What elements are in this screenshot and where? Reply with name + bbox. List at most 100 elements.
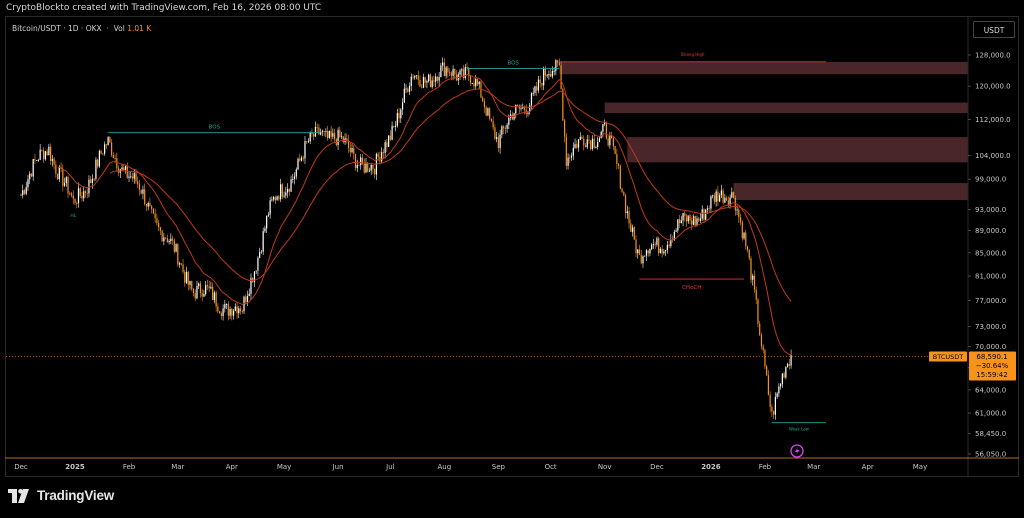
footer: [0, 478, 1024, 518]
candle-body: [306, 141, 308, 142]
candle-body: [393, 125, 395, 127]
supply-zone: [733, 183, 968, 201]
candle-body: [442, 62, 444, 66]
candle-body: [609, 135, 611, 146]
candle-body: [189, 281, 191, 285]
candle-body: [110, 142, 113, 156]
candle-body: [570, 155, 573, 158]
time-tick-label: 2025: [65, 463, 85, 471]
candle-body: [480, 81, 482, 98]
candle-body: [97, 159, 99, 167]
candle-body: [492, 121, 494, 128]
candle-body: [30, 173, 33, 177]
candle-body: [745, 232, 747, 247]
candle-body: [372, 164, 374, 169]
candle-body: [408, 85, 411, 92]
candle-body: [534, 86, 536, 93]
candle-body: [239, 308, 242, 312]
candle-body: [706, 208, 709, 211]
candle-body: [107, 137, 109, 146]
candle-body: [77, 188, 80, 204]
ema-slow-line: [109, 88, 792, 302]
candle-body: [541, 82, 543, 86]
watermark-header: CryptoBlockto created with TradingView.c…: [0, 0, 1024, 16]
candle-body: [112, 155, 114, 158]
candle-body: [732, 192, 735, 198]
candle-body: [431, 80, 433, 88]
candle-body: [403, 88, 405, 103]
candle-body: [471, 82, 473, 84]
candle-body: [630, 223, 632, 232]
candle-body: [135, 173, 137, 182]
candle-body: [771, 406, 773, 412]
candle-body: [562, 89, 564, 121]
candle-body: [612, 138, 614, 147]
candle-body: [426, 81, 428, 83]
candle-body: [767, 375, 770, 395]
candle-body: [210, 286, 212, 289]
candle-body: [520, 108, 522, 110]
time-tick-label: May: [277, 463, 291, 471]
annotation-label: BOS: [507, 60, 519, 66]
candle-body: [557, 60, 559, 63]
candle-body: [604, 122, 606, 125]
candle-body: [586, 139, 588, 148]
candle-body: [656, 238, 658, 245]
candle-body: [497, 137, 499, 149]
candle-body: [124, 166, 127, 170]
candle-body: [410, 76, 412, 86]
candle-body: [34, 158, 36, 161]
candle-body: [29, 173, 31, 180]
candle-body: [668, 244, 670, 247]
candle-body: [494, 127, 496, 139]
candle-body: [231, 308, 233, 316]
candle-body: [414, 75, 416, 78]
candle-body: [698, 218, 700, 221]
price-tick-label: 112,000.0: [975, 116, 1011, 124]
candle-body: [712, 195, 714, 197]
candle-body: [778, 386, 780, 394]
candle-body: [126, 166, 128, 178]
candle-body: [703, 209, 705, 220]
candle-body: [644, 255, 646, 257]
candle-body: [501, 126, 503, 135]
time-axis: Dec 2025 Feb Mar Apr May Jun Jul Aug Sep Oct Nov Dec…: [5, 457, 1019, 471]
candle-body: [325, 131, 327, 132]
candle-body: [666, 244, 668, 250]
candle-body: [152, 208, 155, 214]
candle-body: [44, 151, 47, 160]
candle-body: [405, 88, 407, 90]
candle-body: [264, 228, 266, 232]
currency-selector[interactable]: USDT: [973, 21, 1015, 38]
candle-body: [600, 131, 602, 139]
candle-body: [166, 238, 168, 243]
candle-body: [699, 218, 702, 221]
symbol-name: Bitcoin/USDT · 1D · OKX: [12, 24, 102, 33]
candle-body: [104, 144, 106, 154]
candle-body: [154, 213, 156, 219]
candle-body: [246, 296, 249, 302]
candle-body: [86, 192, 88, 194]
candle-body: [304, 141, 306, 159]
candle-body: [597, 142, 599, 148]
candle-body: [307, 141, 310, 143]
candle-body: [79, 188, 81, 196]
candle-body: [388, 135, 390, 147]
candle-body: [576, 144, 578, 148]
candle-body: [447, 67, 449, 73]
candle-body: [347, 140, 350, 148]
candle-body: [579, 136, 581, 140]
candle-body: [100, 150, 102, 154]
candle-body: [227, 304, 229, 316]
candle-body: [212, 286, 214, 301]
tradingview-logo[interactable]: TradingView: [8, 488, 114, 503]
price-tick-label: 85,000.0: [975, 249, 1006, 257]
candle-body: [182, 264, 184, 272]
candle-body: [353, 148, 355, 154]
candle-body: [311, 132, 313, 135]
candle-body: [159, 227, 161, 231]
candle-body: [504, 128, 506, 130]
candle-body: [708, 208, 710, 210]
candle-body: [628, 211, 630, 224]
